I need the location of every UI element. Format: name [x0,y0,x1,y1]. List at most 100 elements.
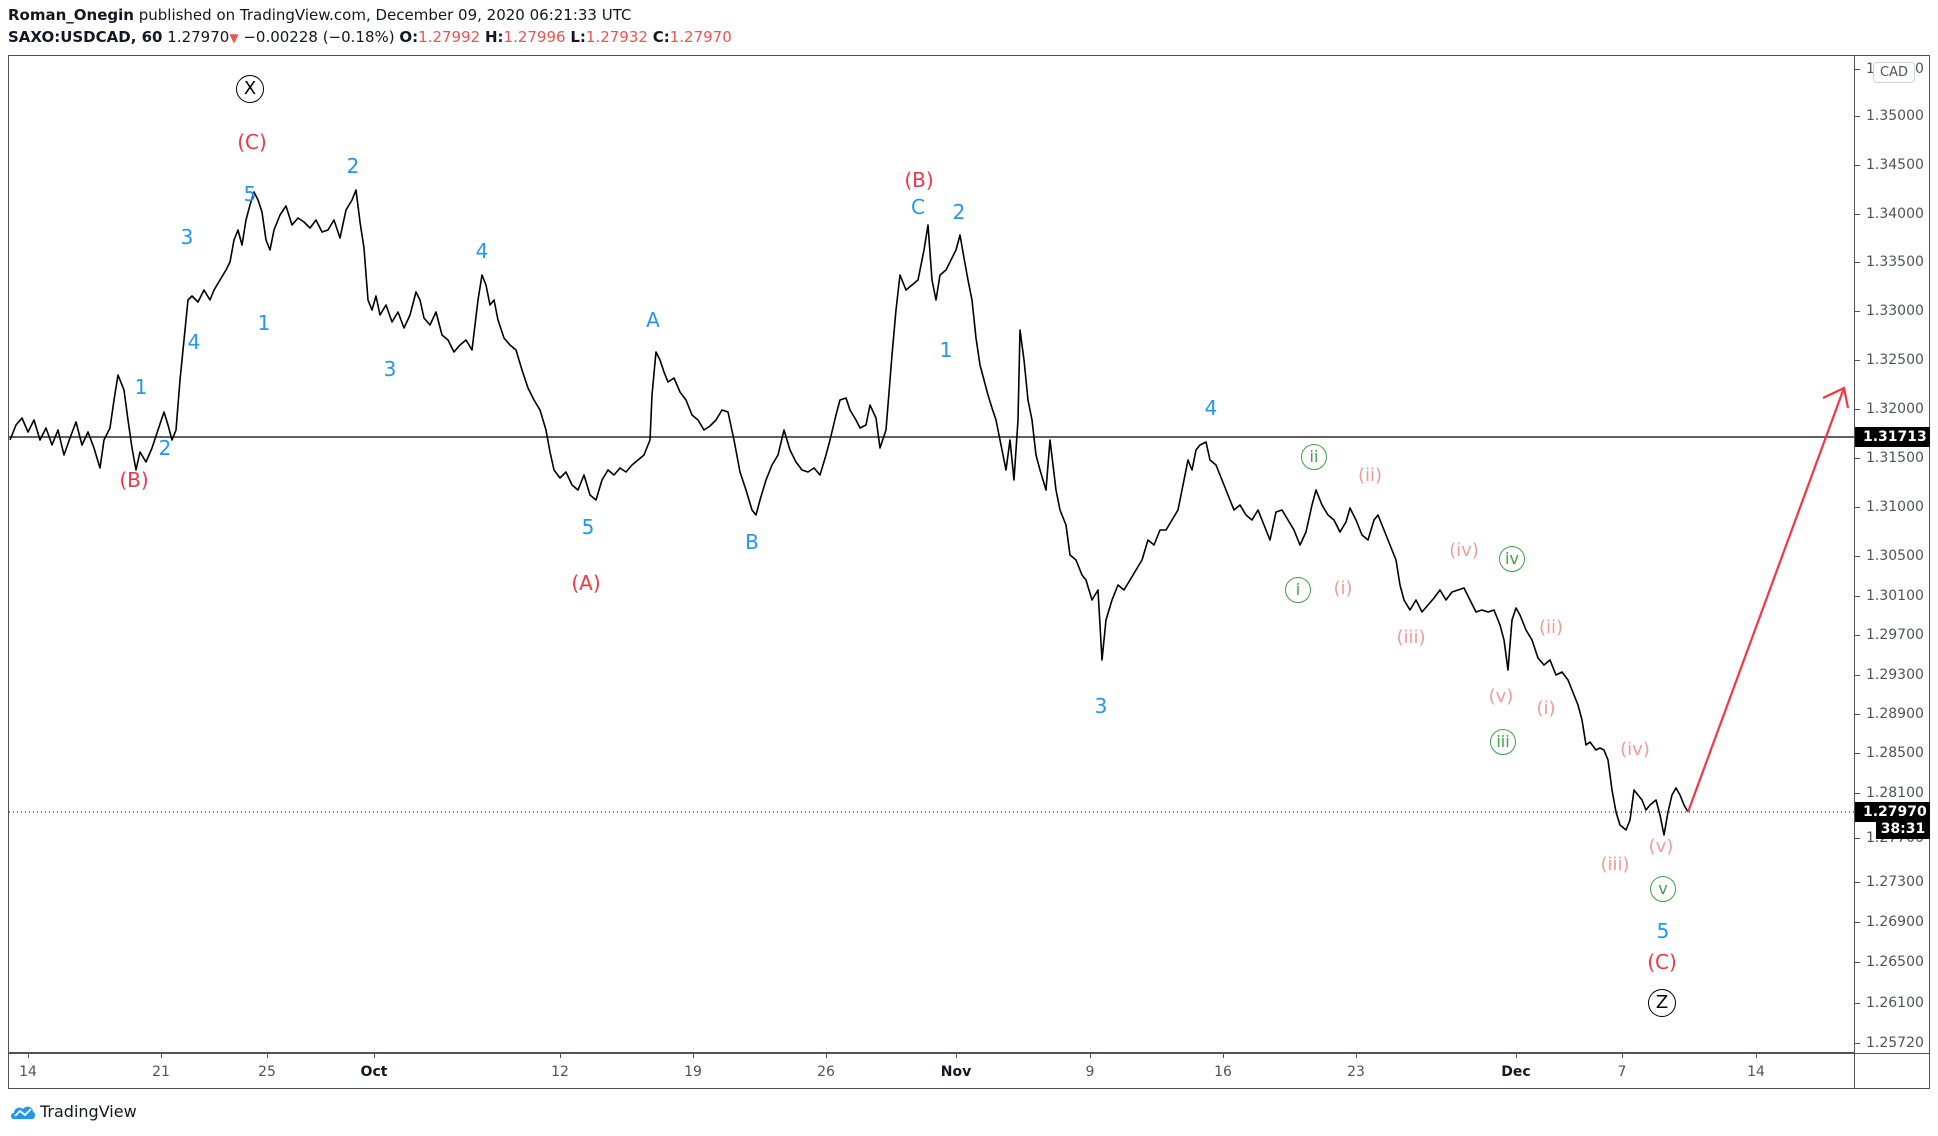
level-price-label: 1.31713 [1855,427,1930,447]
wave-label-ii-minor[interactable]: (ii) [1538,617,1564,638]
wave-z-circled-icon[interactable]: Z [1648,989,1676,1017]
symbol-legend: SAXO:USDCAD, 60 1.27970▼ −0.00228 (−0.18… [8,28,732,46]
y-tick: 1.30100 [1855,588,1924,604]
y-tick: 1.35000 [1855,108,1924,124]
x-tick: 9 [1085,1064,1095,1080]
chart-pane[interactable] [8,55,1854,1053]
wave-label-1[interactable]: 1 [939,338,953,362]
wave-label-i-minor[interactable]: (i) [1536,698,1556,719]
wave-label-4[interactable]: 4 [1204,396,1218,420]
wave-label-3[interactable]: 3 [383,357,397,381]
wave-label-i-minor[interactable]: (i) [1333,578,1353,599]
wave-i-circled-icon[interactable]: i [1285,577,1311,603]
y-tick: 1.32500 [1855,352,1924,368]
low-value: 1.27932 [585,28,648,46]
wave-label-iii-minor[interactable]: (iii) [1396,627,1426,648]
bar-countdown: 38:31 [1876,819,1930,839]
y-tick: 1.28500 [1855,745,1924,761]
tradingview-logo-icon [11,1106,36,1119]
wave-label-v-minor[interactable]: (v) [1648,836,1674,857]
symbol-name[interactable]: SAXO:USDCAD, 60 [8,28,163,46]
y-tick: 1.33000 [1855,303,1924,319]
x-tick: 19 [684,1064,702,1080]
open-label: O: [399,28,419,46]
close-label: C: [652,28,670,46]
wave-iv-circled-icon[interactable]: iv [1499,546,1525,572]
arrow-head-icon [1822,386,1850,409]
x-tick: 14 [19,1064,37,1080]
y-tick: 1.25720 [1855,1035,1924,1051]
y-tick: 1.33500 [1855,254,1924,270]
y-tick: 1.26100 [1855,995,1924,1011]
open-value: 1.27992 [418,28,481,46]
wave-ii-circled-icon[interactable]: ii [1301,444,1327,470]
price-line [9,189,1689,836]
wave-label-B-red[interactable]: (B) [904,168,934,192]
x-tick-mark [1516,1053,1517,1058]
high-value: 1.27996 [503,28,566,46]
wave-label-B[interactable]: B [745,530,759,554]
x-tick-mark [374,1053,375,1058]
wave-label-5[interactable]: 5 [581,515,595,539]
wave-label-3[interactable]: 3 [180,225,194,249]
x-tick: 21 [152,1064,170,1080]
wave-label-C-red[interactable]: (C) [237,130,267,154]
wave-label-4[interactable]: 4 [475,239,489,263]
x-tick-mark [1223,1053,1224,1058]
published-text: published on TradingView.com, December 0… [133,6,632,24]
x-tick: 25 [258,1064,276,1080]
author-name[interactable]: Roman_Onegin [8,6,134,24]
y-tick: 1.26500 [1855,954,1924,970]
wave-label-5[interactable]: 5 [243,182,257,206]
wave-label-A[interactable]: A [646,308,660,332]
wave-label-C[interactable]: C [911,195,925,219]
wave-label-iv-minor[interactable]: (iv) [1620,739,1650,760]
wave-label-5[interactable]: 5 [1656,919,1670,943]
wave-label-v-minor[interactable]: (v) [1488,686,1514,707]
wave-label-A-red[interactable]: (A) [571,571,601,595]
wave-label-B-red[interactable]: (B) [119,468,149,492]
wave-iii-circled-icon[interactable]: iii [1490,729,1516,755]
price-change: −0.00228 (−0.18%) [243,28,395,46]
low-label: L: [570,28,586,46]
x-tick: Dec [1501,1064,1531,1080]
wave-label-C-red[interactable]: (C) [1647,950,1677,974]
tradingview-branding[interactable]: TradingView [10,1102,137,1121]
publish-info: Roman_Onegin published on TradingView.co… [8,6,631,24]
x-tick-mark [956,1053,957,1058]
y-tick: 1.30500 [1855,548,1924,564]
x-tick: 14 [1747,1064,1765,1080]
wave-label-3[interactable]: 3 [1094,694,1108,718]
x-tick: Nov [940,1064,972,1080]
x-tick-mark [560,1053,561,1058]
wave-v-circled-icon[interactable]: v [1650,876,1676,902]
wave-label-4[interactable]: 4 [187,330,201,354]
wave-label-1[interactable]: 1 [134,375,148,399]
last-price-label: 1.27970 [1855,802,1930,822]
wave-x-circled-icon[interactable]: X [236,75,264,103]
x-tick: Oct [360,1064,388,1080]
wave-label-ii-minor[interactable]: (ii) [1357,465,1383,486]
time-axis[interactable] [8,1053,1930,1089]
last-price: 1.27970 [167,28,230,46]
y-tick: 1.32000 [1855,401,1924,417]
y-tick: 1.31500 [1855,450,1924,466]
wave-label-1[interactable]: 1 [257,311,271,335]
projection-arrow[interactable] [1686,387,1846,813]
y-tick: 1.29300 [1855,667,1924,683]
wave-label-iv-minor[interactable]: (iv) [1449,540,1479,561]
currency-badge[interactable]: CAD [1873,62,1915,83]
wave-label-2[interactable]: 2 [158,436,172,460]
x-tick: 23 [1347,1064,1365,1080]
x-tick: 7 [1617,1064,1627,1080]
wave-label-2[interactable]: 2 [952,200,966,224]
x-tick-mark [693,1053,694,1058]
y-tick: 1.28100 [1855,785,1924,801]
x-tick-mark [1356,1053,1357,1058]
down-triangle-icon: ▼ [229,31,239,45]
x-tick: 26 [817,1064,835,1080]
x-tick-mark [1622,1053,1623,1058]
wave-label-2[interactable]: 2 [346,154,360,178]
wave-label-iii-minor[interactable]: (iii) [1600,854,1630,875]
